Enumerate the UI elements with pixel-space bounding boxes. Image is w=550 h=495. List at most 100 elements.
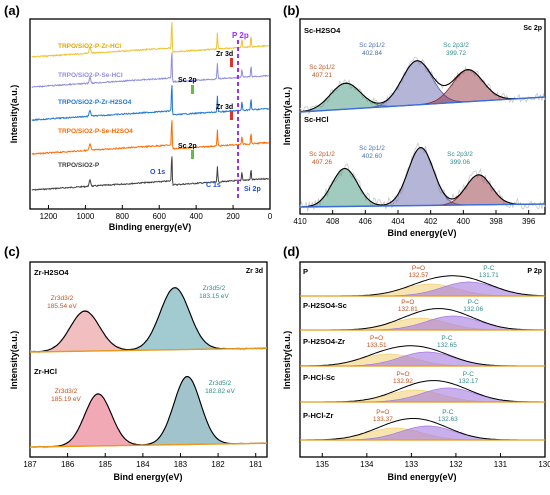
panel-b-ylabel: Intensity(a.u.) bbox=[282, 87, 292, 146]
fit-envelope-1-0 bbox=[299, 60, 546, 113]
xtick-label-a-0: 1200 bbox=[40, 212, 58, 221]
peak-value-d-2-0: 133.51 bbox=[367, 342, 387, 349]
xtick-label-a-6: 0 bbox=[268, 212, 273, 221]
series-label-se-hcl: TRPO/SiO2-P-Se-HCl bbox=[58, 72, 123, 79]
panel-d-ylabel: Intensity(a.u.) bbox=[282, 331, 292, 390]
survey-line-2 bbox=[31, 85, 270, 122]
peak-value-b-1-1: 402.60 bbox=[362, 153, 382, 160]
series-label-se-h2so4: TRPO/SiO2-P-Se-H2SO4 bbox=[58, 128, 133, 135]
peak-value-d-4-0: 133.37 bbox=[373, 416, 393, 423]
xtick-label-1-6: 398 bbox=[489, 217, 503, 226]
xtick-label-2-2: 185 bbox=[99, 460, 113, 469]
xtick-label-1-2: 406 bbox=[359, 217, 373, 226]
xtick-label-1-7: 396 bbox=[522, 217, 536, 226]
peak-value-d-1-1: 132.06 bbox=[463, 306, 483, 313]
xtick-label-a-4: 400 bbox=[189, 212, 203, 221]
peak-name-b-0-2: Sc 2p3/2 bbox=[443, 42, 469, 49]
p2p-annotation: P 2p bbox=[232, 31, 249, 40]
peak-value-d-0-0: 132.57 bbox=[409, 272, 429, 279]
xtick-label-1-5: 400 bbox=[457, 217, 471, 226]
panel-c-title: Zr 3d bbox=[246, 268, 263, 275]
panel-c-fits bbox=[29, 286, 268, 449]
xtick-label-a-2: 800 bbox=[116, 212, 130, 221]
peak-name-d-4-1: P-C bbox=[442, 409, 454, 416]
survey-line-0 bbox=[31, 156, 269, 191]
xtick-label-a-3: 600 bbox=[153, 212, 167, 221]
peak-value-c-0-0: 185.54 eV bbox=[47, 303, 77, 310]
panel-a-xlabel: Binding energy(eV) bbox=[109, 222, 192, 232]
panel-d-fits bbox=[299, 275, 546, 441]
peak-value-d-3-0: 132.92 bbox=[393, 378, 413, 385]
panel-a-ylabel: Intensity(a.u.) bbox=[9, 85, 19, 144]
zr-hcl-label: Zr-HCl bbox=[34, 367, 57, 376]
sc-marker-2 bbox=[191, 150, 194, 159]
zr3d-annotation-2: Zr 3d bbox=[216, 104, 233, 111]
xtick-label-2-4: 183 bbox=[174, 460, 188, 469]
peak-value-d-4-1: 132.63 bbox=[438, 416, 458, 423]
xtick-label-a-5: 200 bbox=[226, 212, 240, 221]
peak-value-b-1-0: 407.26 bbox=[312, 159, 332, 166]
panel-c-frame bbox=[29, 261, 268, 458]
peak-value-c-0-1: 183.15 eV bbox=[199, 293, 229, 300]
peak-name-b-1-1: Sc 2p1/2 bbox=[359, 145, 385, 152]
sc-h2so4-label: Sc-H2SO4 bbox=[304, 26, 341, 35]
series-label-zr-h2so4: TRPO/SiO2-P-Zr-H2SO4 bbox=[58, 99, 132, 106]
panel-b-fits bbox=[299, 56, 546, 212]
peak-value-d-1-0: 132.81 bbox=[398, 306, 418, 313]
sc2p-annotation-1: Sc 2p bbox=[178, 77, 197, 84]
peak-name-b-0-0: Sc 2p1/2 bbox=[309, 64, 335, 71]
peak-value-d-3-1: 132.17 bbox=[458, 378, 478, 385]
peak-name-d-2-1: P-C bbox=[441, 335, 453, 342]
survey-line-1 bbox=[31, 120, 270, 156]
peak-name-c-0-1: Zr3d5/2 bbox=[203, 285, 226, 292]
fit-envelope-2-1 bbox=[30, 375, 266, 448]
sc2p-annotation-2: Sc 2p bbox=[178, 143, 197, 150]
xtick-label-d-2: 133 bbox=[405, 460, 419, 469]
subplot-label-d-1: P-H2SO4-Sc bbox=[303, 301, 347, 310]
panel-label-c: (c) bbox=[4, 244, 20, 259]
fit-envelope-1-1 bbox=[300, 146, 545, 208]
panel-c-ylabel: Intensity(a.u.) bbox=[9, 331, 19, 390]
peak-value-d-2-1: 132.65 bbox=[437, 342, 457, 349]
xtick-label-a-1: 1000 bbox=[76, 212, 94, 221]
peak-name-b-1-0: Sc 2p1/2 bbox=[309, 151, 335, 158]
xtick-label-d-4: 131 bbox=[494, 460, 508, 469]
o1s-annotation: O 1s bbox=[150, 169, 165, 176]
peak-value-b-0-0: 407.21 bbox=[312, 72, 332, 79]
zr-h2so4-label: Zr-H2SO4 bbox=[34, 268, 69, 277]
panel-d-xlabel: Bind energy(eV) bbox=[387, 472, 456, 482]
peak-name-b-0-1: Sc 2p1/2 bbox=[359, 42, 385, 49]
panel-d-title: P 2p bbox=[527, 268, 542, 275]
peak-name-d-1-0: P=O bbox=[401, 299, 414, 306]
xtick-label-2-1: 186 bbox=[61, 460, 75, 469]
series-label-zr-hcl: TRPO/SiO2-P-Zr-HCl bbox=[58, 43, 121, 50]
panel-label-a: (a) bbox=[4, 3, 20, 18]
xtick-label-1-0: 410 bbox=[293, 217, 307, 226]
sc-marker-1 bbox=[191, 85, 194, 94]
peak-name-d-3-0: P=O bbox=[396, 371, 409, 378]
peak-value-b-0-2: 399.72 bbox=[446, 50, 466, 57]
xtick-label-d-5: 130 bbox=[538, 460, 550, 469]
xtick-label-2-6: 181 bbox=[249, 460, 263, 469]
peak-name-c-1-1: Zr3d5/2 bbox=[209, 380, 232, 387]
panel-b: (b) Intensity(a.u.) Bind energy(eV) Sc 2… bbox=[282, 3, 546, 238]
subplot-label-d-4: P-HCl-Zr bbox=[303, 411, 333, 420]
xtick-label-d-3: 132 bbox=[449, 460, 463, 469]
panel-a: (a) Intensity(a.u.) Binding energy(eV) 1… bbox=[4, 3, 273, 232]
peak-name-d-2-0: P=O bbox=[370, 335, 383, 342]
c1s-annotation: C 1s bbox=[206, 182, 221, 189]
survey-line-4 bbox=[31, 22, 270, 58]
xtick-label-2-5: 182 bbox=[211, 460, 225, 469]
peak-value-b-1-2: 399.06 bbox=[450, 159, 470, 166]
baseline-2-1 bbox=[29, 442, 268, 448]
zr-marker-1 bbox=[230, 58, 233, 67]
panel-c: (c) Intensity(a.u.) Bind energy(eV) Zr 3… bbox=[4, 244, 268, 482]
raw-data-1-1 bbox=[299, 142, 546, 212]
panel-b-frame bbox=[299, 18, 546, 215]
panel-d: (d) Intensity(a.u.) Bind energy(eV) P 2p… bbox=[282, 244, 550, 482]
baseline-1-0 bbox=[299, 96, 546, 113]
xtick-label-2-3: 184 bbox=[136, 460, 150, 469]
peak-value-c-1-1: 182.82 eV bbox=[205, 388, 235, 395]
